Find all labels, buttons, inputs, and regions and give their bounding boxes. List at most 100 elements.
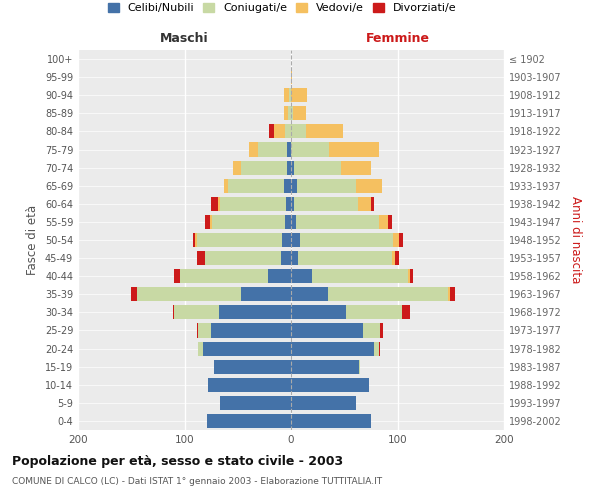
Bar (313, 269, 408, 283)
Bar (131, 287, 137, 302)
Bar (448, 287, 449, 302)
Bar (287, 160, 291, 174)
Bar (211, 197, 218, 211)
Text: Femmine: Femmine (365, 32, 430, 44)
Bar (250, 142, 258, 156)
Bar (291, 251, 298, 265)
Bar (224, 178, 228, 193)
Bar (346, 306, 402, 320)
Text: Maschi: Maschi (160, 32, 209, 44)
Bar (380, 324, 383, 338)
Bar (374, 342, 379, 355)
Bar (398, 233, 403, 247)
Bar (137, 287, 241, 302)
Bar (296, 215, 379, 229)
Y-axis label: Anni di nascita: Anni di nascita (569, 196, 581, 284)
Bar (288, 106, 291, 120)
Bar (291, 414, 371, 428)
Bar (291, 178, 298, 193)
Bar (329, 142, 379, 156)
Bar (173, 306, 174, 320)
Bar (220, 197, 286, 211)
Bar (281, 251, 291, 265)
Bar (410, 269, 413, 283)
Bar (205, 215, 210, 229)
Bar (371, 197, 374, 211)
Bar (287, 142, 291, 156)
Bar (269, 124, 274, 138)
Bar (210, 215, 212, 229)
Bar (356, 178, 382, 193)
Bar (291, 306, 346, 320)
Bar (212, 215, 284, 229)
Legend: Celibi/Nubili, Coniugati/e, Vedovi/e, Divorziati/e: Celibi/Nubili, Coniugati/e, Vedovi/e, Di… (106, 0, 458, 16)
Bar (284, 124, 291, 138)
Bar (299, 233, 393, 247)
Bar (208, 378, 291, 392)
Bar (449, 287, 455, 302)
Bar (291, 396, 356, 410)
Bar (174, 269, 180, 283)
Bar (402, 306, 410, 320)
Bar (294, 160, 341, 174)
Bar (358, 197, 371, 211)
Bar (283, 233, 291, 247)
Bar (291, 197, 294, 211)
Bar (291, 215, 296, 229)
Bar (241, 160, 287, 174)
Bar (291, 124, 306, 138)
Bar (291, 233, 299, 247)
Bar (284, 215, 291, 229)
Bar (291, 342, 374, 355)
Bar (306, 124, 343, 138)
Bar (286, 197, 291, 211)
Bar (195, 233, 197, 247)
Bar (214, 360, 291, 374)
Bar (291, 70, 292, 84)
Bar (298, 178, 356, 193)
Bar (199, 342, 203, 355)
Bar (268, 269, 291, 283)
Bar (233, 160, 241, 174)
Bar (291, 106, 293, 120)
Bar (199, 324, 211, 338)
Bar (174, 306, 218, 320)
Bar (197, 233, 283, 247)
Bar (289, 88, 291, 102)
Bar (207, 414, 291, 428)
Text: Popolazione per età, sesso e stato civile - 2003: Popolazione per età, sesso e stato civil… (12, 455, 343, 468)
Bar (180, 269, 268, 283)
Bar (284, 178, 291, 193)
Bar (218, 306, 291, 320)
Bar (379, 342, 380, 355)
Bar (392, 251, 395, 265)
Bar (395, 251, 398, 265)
Bar (284, 88, 289, 102)
Text: COMUNE DI CALCO (LC) - Dati ISTAT 1° gennaio 2003 - Elaborazione TUTTITALIA.IT: COMUNE DI CALCO (LC) - Dati ISTAT 1° gen… (12, 478, 382, 486)
Bar (203, 342, 291, 355)
Bar (211, 324, 291, 338)
Y-axis label: Fasce di età: Fasce di età (26, 205, 39, 275)
Bar (197, 324, 199, 338)
Bar (274, 124, 284, 138)
Bar (197, 251, 205, 265)
Bar (291, 269, 313, 283)
Bar (291, 324, 364, 338)
Bar (284, 106, 288, 120)
Bar (220, 396, 291, 410)
Bar (205, 251, 281, 265)
Bar (341, 160, 371, 174)
Bar (228, 178, 284, 193)
Bar (293, 106, 306, 120)
Bar (291, 287, 328, 302)
Bar (388, 215, 392, 229)
Bar (359, 360, 360, 374)
Bar (328, 287, 448, 302)
Bar (291, 378, 369, 392)
Bar (291, 360, 359, 374)
Bar (291, 142, 329, 156)
Bar (294, 197, 358, 211)
Bar (218, 197, 220, 211)
Bar (298, 251, 392, 265)
Bar (291, 160, 294, 174)
